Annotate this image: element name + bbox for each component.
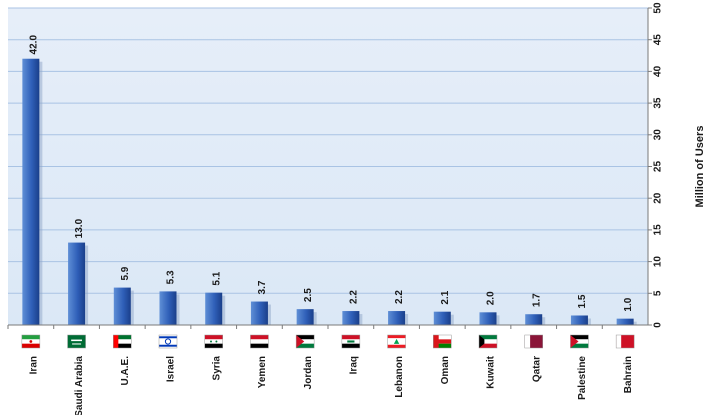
flag-kuwait-icon [478,334,498,349]
data-label: 2.5 [303,288,314,302]
bar-israel [159,291,177,325]
y-tick-label: 20 [653,192,664,204]
flag-jordan-icon [295,334,315,349]
data-label: 2.0 [486,291,497,305]
data-label: 5.3 [166,270,177,284]
bar-u-a-e [113,287,131,325]
data-label: 2.2 [394,290,405,304]
bar-iraq [342,311,360,325]
flag-syria-icon [204,334,223,349]
data-label: 2.2 [348,290,359,304]
x-tick-label: Iraq [348,356,359,374]
x-tick-label: Syria [211,356,222,381]
bar-saudi-arabia [68,242,86,325]
bar-oman [433,311,451,325]
bar-bahrain [616,318,634,325]
flag-oman-icon [433,334,452,349]
data-label: 1.7 [531,293,542,307]
x-tick-label: Yemen [257,356,268,388]
data-label: 5.9 [120,266,131,280]
x-axis: Iran Saudi Arabia U.A.E. Israel Syria Yemen Jo… [7,324,648,417]
y-axis: 0 5 10 15 20 25 30 35 40 45 50 [647,2,664,328]
bar-lebanon [388,311,406,325]
bar-palestine [570,315,588,325]
y-tick-label: 45 [653,34,664,46]
data-label: 1.5 [577,294,588,308]
flag-israel-icon [158,334,178,349]
x-tick-label: Israel [166,356,177,382]
y-tick-label: 50 [653,2,664,14]
x-tick-label: Kuwait [486,355,497,388]
flag-saudi-arabia-icon [67,334,86,349]
flag-iran-icon [21,334,41,349]
data-label: 42.0 [28,35,39,55]
flag-uae-icon [113,334,132,349]
y-tick-label: 5 [653,290,664,296]
data-label: 3.7 [257,280,268,294]
x-tick-label: Saudi Arabia [74,356,85,415]
y-tick-label: 35 [653,97,664,109]
flag-yemen-icon [250,334,269,349]
flag-palestine-icon [570,334,589,349]
data-label: 2.1 [440,290,451,304]
y-tick-label: 30 [653,129,664,141]
bar-syria [205,292,223,325]
flag-bahrain-icon [615,334,635,349]
y-tick-label: 0 [653,322,664,328]
gridlines [8,7,648,294]
y-tick-label: 25 [653,161,664,173]
y-tick-label: 40 [653,65,664,77]
data-label: 5.1 [211,271,222,285]
x-tick-label: Bahrain [623,356,634,393]
data-label: 13.0 [74,218,85,238]
y-axis-label: Million of Users [694,126,706,208]
bar-kuwait [479,312,497,325]
bar-jordan [296,309,314,325]
bar-iran [22,58,40,325]
x-tick-label: U.A.E. [120,356,131,386]
data-labels: 42.0 13.0 5.9 5.3 5.1 3.7 2.5 2.2 2.2 2.1 2.0 1.7 1.… [28,35,633,312]
data-label: 1.0 [623,297,634,311]
x-tick-label: Jordan [303,356,314,389]
x-tick-label: Qatar [531,356,542,382]
x-tick-label: Iran [28,356,39,374]
bar-yemen [250,301,268,325]
bar-qatar [525,314,543,325]
bars [22,58,634,325]
x-tick-label: Palestine [577,356,588,400]
y-tick-label: 15 [653,224,664,236]
y-tick-label: 10 [653,256,664,268]
x-tick-label: Oman [440,356,451,384]
flag-qatar-icon [524,334,543,349]
x-tick-label: Lebanon [394,356,405,398]
flag-lebanon-icon [387,334,406,349]
flag-iraq-icon [341,334,361,349]
flags [21,334,635,349]
